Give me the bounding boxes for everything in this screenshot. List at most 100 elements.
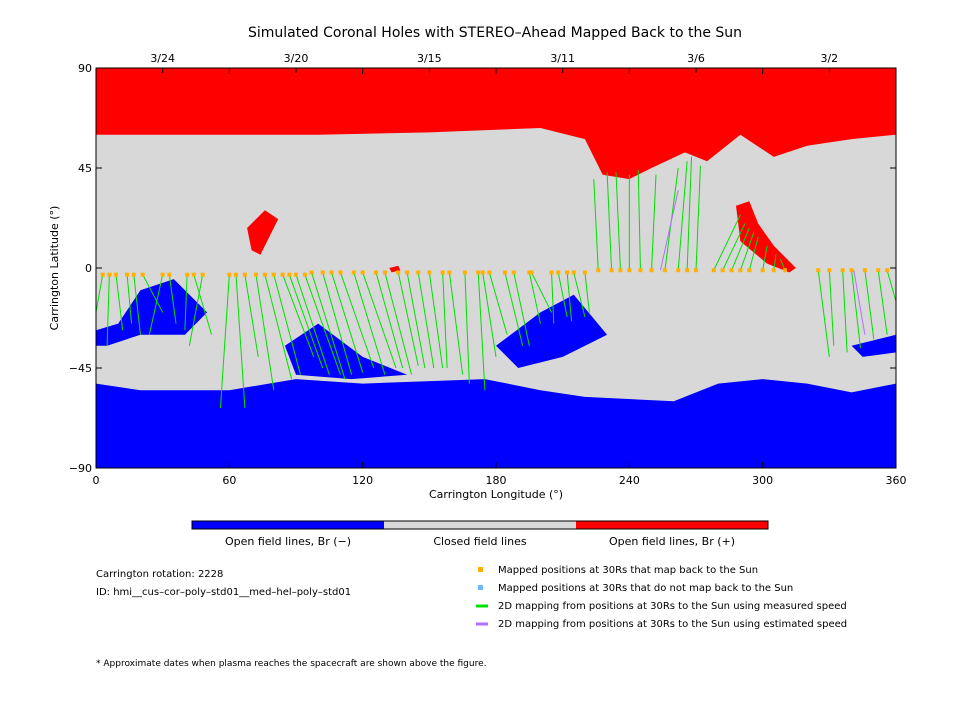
measured-speed-mapping-line: [406, 272, 426, 369]
measured-speed-mapping-line: [442, 272, 448, 369]
colorbar-label: Open field lines, Br (−): [225, 535, 351, 548]
mapped-position-point: [760, 268, 765, 273]
mapped-position-point: [487, 270, 492, 275]
negative-open-patch-0: [96, 279, 208, 346]
mapped-position-point: [862, 268, 867, 273]
legend-label: 2D mapping from positions at 30Rs to the…: [498, 601, 847, 612]
mapped-position-point: [827, 268, 832, 273]
mapped-position-point: [271, 272, 276, 277]
mapped-position-point: [427, 270, 432, 275]
measured-speed-mapping-line: [142, 274, 164, 313]
legend-label: Mapped positions at 30Rs that do not map…: [498, 583, 793, 594]
measured-speed-mapping-line: [311, 272, 346, 380]
measured-speed-mapping-line: [651, 174, 657, 271]
measured-speed-mapping-line: [255, 274, 275, 391]
colorbar: Open field lines, Br (−) Closed field lin…: [191, 520, 769, 548]
measured-speed-mapping-line: [686, 156, 693, 271]
measured-speed-mapping-line: [886, 270, 897, 302]
measured-speed-mapping-line: [295, 274, 330, 375]
mapped-position-point: [302, 272, 307, 277]
mapped-position-point: [849, 268, 854, 273]
mapped-position-point: [676, 268, 681, 273]
mapped-position-point: [351, 270, 356, 275]
axes: 0 60 120 180 240 300 360 90 45 0 −45 −90 3/24 3/20 3/1…: [69, 52, 907, 487]
mapped-position-point: [571, 270, 576, 275]
measured-speed-mapping-line: [235, 274, 246, 409]
mapped-position-point: [549, 270, 554, 275]
mapped-position-point: [234, 272, 238, 277]
negative-open-patch-3: [851, 334, 896, 357]
mapped-position-point: [114, 272, 118, 277]
measured-speed-mapping-line: [637, 170, 641, 271]
measured-speed-mapping-line: [606, 172, 613, 271]
mapped-position-point: [440, 270, 445, 275]
legend-label: Mapped positions at 30Rs that map back t…: [498, 565, 758, 576]
x-tick-label: 300: [752, 474, 773, 487]
y-tick-label: −90: [69, 462, 92, 475]
measured-speed-mapping-line: [126, 274, 133, 324]
measured-speed-mapping-line: [864, 270, 875, 340]
measured-speed-mapping-line: [184, 274, 188, 331]
mapped-position-point: [100, 272, 105, 277]
mapped-position-point: [360, 270, 365, 275]
x-tick-label: 120: [352, 474, 373, 487]
colorbar-frame: [191, 520, 769, 530]
mapped-position-point: [711, 268, 716, 273]
date-tick-label: 3/6: [687, 52, 705, 65]
measured-speed-mapping-line: [593, 179, 599, 271]
mapped-position-point: [480, 270, 485, 275]
measured-speed-mapping-line: [817, 270, 830, 357]
mapped-position-point: [227, 272, 232, 277]
mapped-position-point: [816, 268, 821, 273]
x-tick-label: 60: [222, 474, 236, 487]
mapped-position-point: [782, 268, 787, 273]
measured-speed-mapping-line: [584, 272, 590, 313]
mapped-position-point: [107, 272, 112, 277]
mapped-position-point: [738, 268, 743, 273]
measured-speed-mapping-line: [531, 272, 553, 313]
mapped-position-point: [447, 270, 452, 275]
negative-open-patch-2: [496, 294, 608, 368]
measured-speed-mapping-line: [731, 227, 750, 271]
mapped-position-point: [771, 268, 776, 273]
mapped-position-point: [529, 270, 534, 275]
mapped-position-point: [502, 270, 507, 275]
date-tick-label: 3/20: [284, 52, 309, 65]
mapped-position-point: [374, 270, 378, 275]
measured-speed-mapping-line: [193, 274, 213, 335]
measured-speed-mapping-line: [106, 274, 110, 346]
date-tick-label: 3/24: [150, 52, 175, 65]
mapped-position-point: [694, 268, 698, 273]
mapped-position-point: [840, 268, 845, 273]
mapped-position-point: [462, 270, 467, 275]
mapped-position-point: [338, 270, 343, 275]
mapped-position-point: [565, 270, 570, 275]
measured-speed-mapping-line: [566, 272, 573, 322]
measured-speed-mapping-line: [273, 274, 301, 375]
measured-speed-mapping-line: [851, 270, 861, 349]
measured-speed-mapping-line: [504, 272, 524, 346]
colorbar-label: Open field lines, Br (+): [609, 535, 735, 548]
measured-speed-mapping-line: [748, 236, 759, 271]
mapped-position-point: [609, 268, 614, 273]
measured-speed-mapping-line: [615, 172, 621, 271]
mapped-position-point: [396, 270, 401, 275]
mapped-position-point: [685, 268, 690, 273]
mapped-position-point: [160, 272, 165, 277]
positive-open-region: [96, 68, 896, 180]
measured-speed-mapping-line: [551, 272, 555, 324]
date-tick-label: 3/11: [550, 52, 575, 65]
measured-speed-mapping-line: [477, 272, 486, 391]
measured-speed-mapping-line: [448, 272, 464, 375]
measured-speed-mapping-line: [464, 272, 470, 384]
mapped-position-point: [720, 268, 725, 273]
measured-speed-mapping-line: [842, 270, 848, 353]
legend-label: 2D mapping from positions at 30Rs to the…: [498, 619, 847, 630]
measured-speed-mapping-line: [384, 272, 413, 375]
measured-speed-mapping-line: [713, 214, 741, 271]
mapped-position-point: [638, 268, 643, 273]
x-tick-label: 0: [93, 474, 100, 487]
measured-speed-mapping-line: [95, 274, 104, 313]
y-tick-label: 45: [78, 162, 92, 175]
measured-speed-mapping-line: [513, 272, 530, 346]
